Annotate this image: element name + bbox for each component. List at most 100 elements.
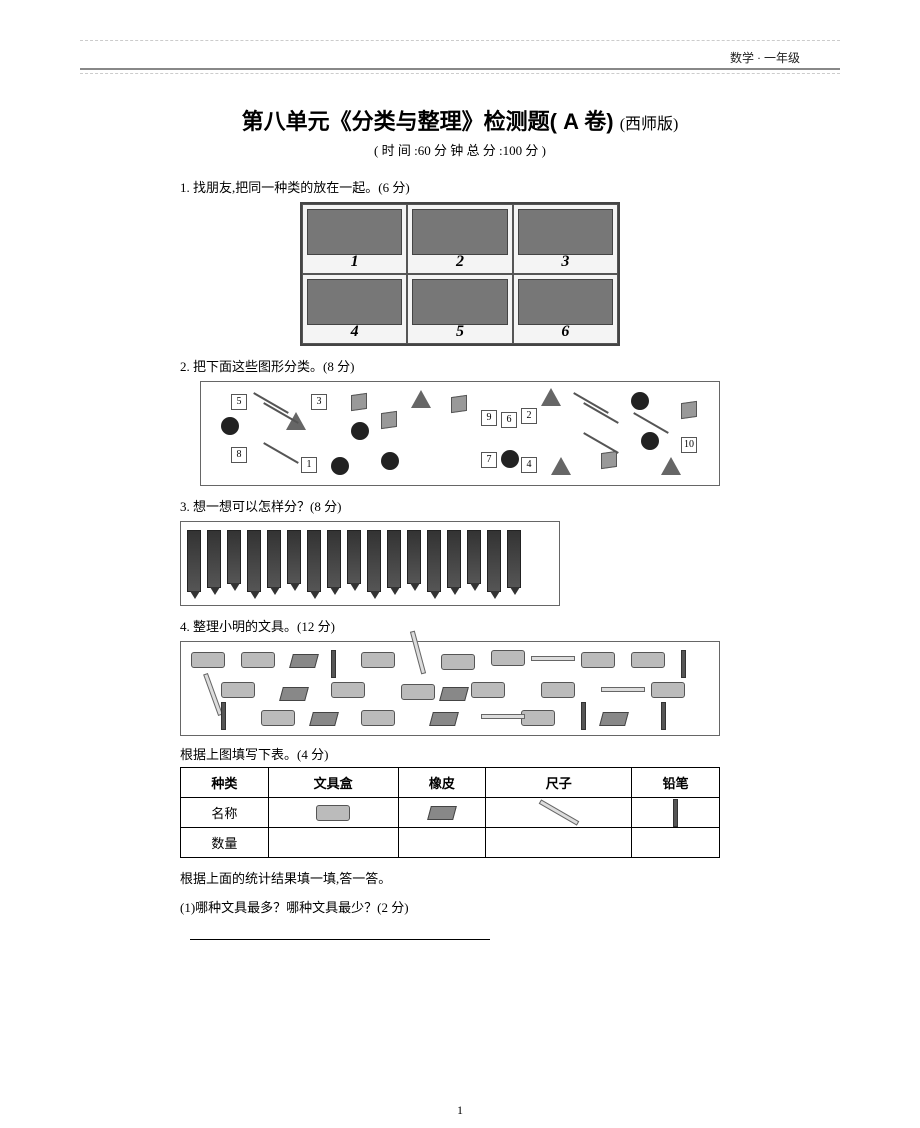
q1-num: 2 — [456, 253, 464, 271]
triangle-icon — [541, 388, 561, 406]
top-rule — [80, 40, 840, 41]
eraser-icon — [429, 712, 459, 726]
pencil-icon — [487, 530, 501, 592]
ruler-icon — [481, 714, 525, 719]
q3-pencils-box — [180, 521, 560, 606]
number-square-icon: 2 — [521, 408, 537, 424]
answer-line — [190, 920, 490, 940]
circle-icon — [631, 392, 649, 410]
pencil-icon — [307, 530, 321, 592]
q1-cell: 3 — [513, 204, 618, 274]
q1-grid: 1 2 3 4 5 6 — [300, 202, 620, 346]
pencil-icon — [387, 530, 401, 588]
pencil-case-icon — [471, 682, 505, 698]
th-pencil: 铅笔 — [632, 768, 720, 798]
count-blank — [268, 828, 398, 858]
pencil-case-icon — [331, 682, 365, 698]
number-square-icon: 9 — [481, 410, 497, 426]
pencil-case-icon — [316, 805, 350, 821]
q1-cell: 5 — [407, 274, 512, 344]
ruler-icon — [601, 687, 645, 692]
eraser-icon — [279, 687, 309, 701]
triangle-icon — [661, 457, 681, 475]
q4-items-box — [180, 641, 720, 736]
exam-timing: ( 时 间 :60 分 钟 总 分 :100 分 ) — [180, 140, 740, 159]
pencil-icon — [207, 530, 221, 588]
number-square-icon: 5 — [231, 394, 247, 410]
pen-icon — [221, 702, 226, 730]
cube-icon — [681, 401, 697, 419]
pencil-case-icon — [261, 710, 295, 726]
number-square-icon: 1 — [301, 457, 317, 473]
count-blank — [398, 828, 486, 858]
q1-num: 1 — [351, 253, 359, 271]
food-image-icon — [518, 209, 613, 255]
eraser-icon — [309, 712, 339, 726]
pencil-case-icon — [631, 652, 665, 668]
q2-text: 2. 把下面这些图形分类。(8 分) — [180, 356, 740, 375]
circle-icon — [331, 457, 349, 475]
q1-num: 4 — [351, 323, 359, 341]
circle-icon — [221, 417, 239, 435]
triangle-icon — [551, 457, 571, 475]
number-square-icon: 4 — [521, 457, 537, 473]
eraser-icon — [289, 654, 319, 668]
page-number: 1 — [0, 1103, 920, 1118]
cube-icon — [381, 411, 397, 429]
q4-caption: 根据上图填写下表。(4 分) — [180, 744, 740, 763]
pencil-icon — [187, 530, 201, 592]
cell-eraser-icon — [398, 798, 486, 828]
q3-text: 3. 想一想可以怎样分？(8 分) — [180, 496, 740, 515]
q1-cell: 4 — [302, 274, 407, 344]
pencil-icon — [327, 530, 341, 588]
pencil-icon — [267, 530, 281, 588]
pencil-case-icon — [651, 682, 685, 698]
pencil-case-icon — [361, 652, 395, 668]
ruler-icon — [531, 656, 575, 661]
eraser-icon — [439, 687, 469, 701]
q1-cell: 1 — [302, 204, 407, 274]
pencil-case-icon — [221, 682, 255, 698]
circle-icon — [381, 452, 399, 470]
food-image-icon — [412, 209, 507, 255]
q1-num: 6 — [561, 323, 569, 341]
pencil-icon — [507, 530, 521, 588]
circle-icon — [641, 432, 659, 450]
pencil-case-icon — [521, 710, 555, 726]
pencil-icon — [287, 530, 301, 584]
q1-num: 5 — [456, 323, 464, 341]
food-image-icon — [518, 279, 613, 325]
header-rule — [80, 68, 840, 74]
th-ruler: 尺子 — [486, 768, 632, 798]
pencil-icon — [467, 530, 481, 584]
pencil-icon — [447, 530, 461, 588]
pencil-icon — [247, 530, 261, 592]
pencil-case-icon — [191, 652, 225, 668]
count-blank — [632, 828, 720, 858]
q4-sub1: (1)哪种文具最多？哪种文具最少？(2 分) — [180, 897, 740, 916]
number-square-icon: 7 — [481, 452, 497, 468]
cube-icon — [451, 395, 467, 413]
eraser-icon — [427, 806, 457, 820]
ruler-icon — [538, 799, 579, 825]
pencil-icon — [367, 530, 381, 592]
header-subject: 数学 · 一年级 — [0, 49, 800, 66]
ruler-icon — [410, 631, 426, 675]
row-name-label: 名称 — [181, 798, 269, 828]
triangle-icon — [411, 390, 431, 408]
pencil-case-icon — [581, 652, 615, 668]
pencil-case-icon — [441, 654, 475, 670]
number-square-icon: 8 — [231, 447, 247, 463]
pencil-icon — [407, 530, 421, 584]
q2-shapes-box: 5 3 9 6 2 8 1 7 4 10 — [200, 381, 720, 486]
th-kind: 种类 — [181, 768, 269, 798]
title-suffix: (西师版) — [620, 116, 679, 133]
pen-icon — [331, 650, 336, 678]
circle-icon — [351, 422, 369, 440]
row-count-label: 数量 — [181, 828, 269, 858]
exam-title: 第八单元《分类与整理》检测题( A 卷) (西师版) — [180, 104, 740, 136]
pencil-icon — [347, 530, 361, 584]
pencil-case-icon — [241, 652, 275, 668]
q1-text: 1. 找朋友,把同一种类的放在一起。(6 分) — [180, 177, 740, 196]
q1-cell: 2 — [407, 204, 512, 274]
